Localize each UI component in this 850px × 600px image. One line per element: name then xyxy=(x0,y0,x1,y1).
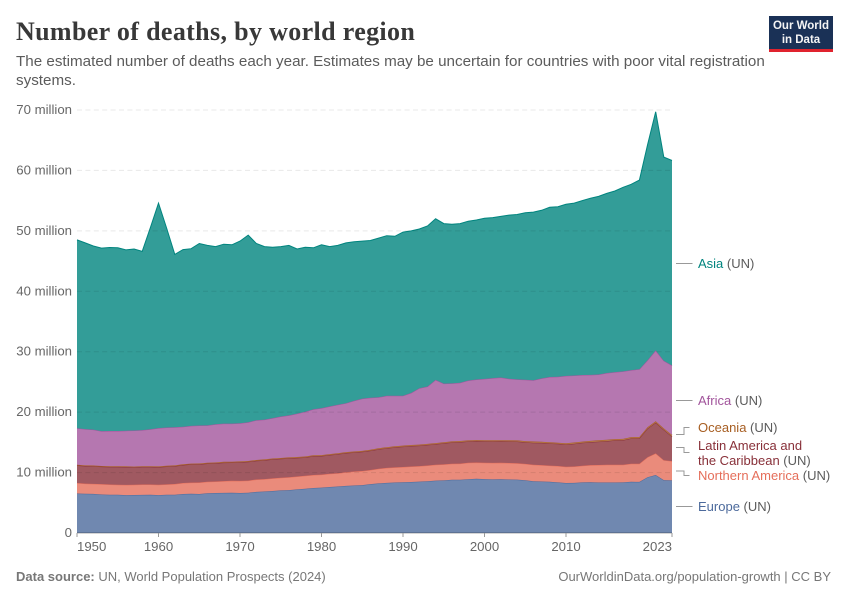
svg-text:the Caribbean (UN): the Caribbean (UN) xyxy=(698,453,811,468)
svg-text:10 million: 10 million xyxy=(16,465,72,480)
svg-text:60 million: 60 million xyxy=(16,162,72,177)
svg-text:Northern America (UN): Northern America (UN) xyxy=(698,468,830,483)
svg-text:2000: 2000 xyxy=(470,539,499,554)
svg-text:Oceania (UN): Oceania (UN) xyxy=(698,420,777,435)
svg-text:70 million: 70 million xyxy=(16,102,72,117)
svg-text:2023: 2023 xyxy=(643,539,672,554)
svg-text:Europe (UN): Europe (UN) xyxy=(698,499,771,514)
svg-text:Africa (UN): Africa (UN) xyxy=(698,393,762,408)
svg-text:1970: 1970 xyxy=(225,539,254,554)
svg-text:30 million: 30 million xyxy=(16,344,72,359)
svg-text:Asia (UN): Asia (UN) xyxy=(698,256,754,271)
svg-text:20 million: 20 million xyxy=(16,404,72,419)
svg-text:1960: 1960 xyxy=(144,539,173,554)
svg-text:40 million: 40 million xyxy=(16,283,72,298)
svg-text:1950: 1950 xyxy=(77,539,106,554)
svg-text:Latin America and: Latin America and xyxy=(698,438,802,453)
svg-text:2010: 2010 xyxy=(551,539,580,554)
svg-text:50 million: 50 million xyxy=(16,223,72,238)
svg-text:1980: 1980 xyxy=(307,539,336,554)
svg-text:1990: 1990 xyxy=(388,539,417,554)
svg-text:0: 0 xyxy=(65,525,72,540)
